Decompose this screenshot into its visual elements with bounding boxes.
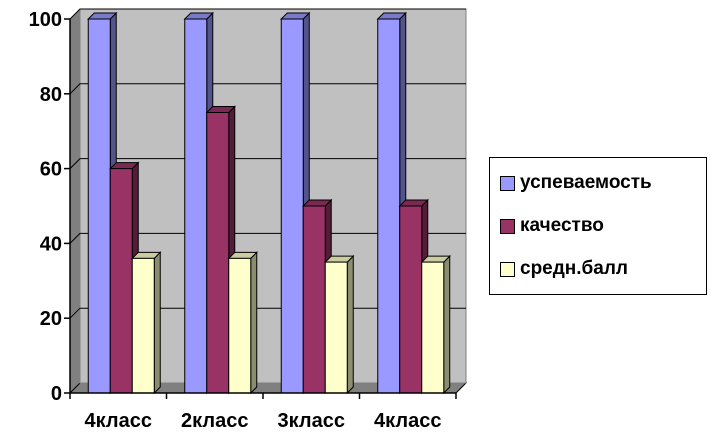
legend-label-sredn-ball: средн.балл — [520, 258, 628, 279]
x-category-label: 3класс — [278, 410, 345, 432]
gridline — [69, 83, 466, 95]
bar-front — [131, 257, 155, 394]
legend: успеваемость качество средн.балл — [489, 157, 707, 295]
x-category-label: 2класс — [181, 410, 248, 432]
bar — [131, 251, 162, 395]
gridline — [69, 232, 466, 244]
legend-item-sredn-ball: средн.балл — [500, 258, 628, 280]
y-tick-label: 80 — [40, 84, 62, 106]
y-tick-label: 20 — [40, 308, 62, 330]
gridlines — [69, 8, 466, 319]
bar-front — [324, 261, 348, 394]
bars — [87, 11, 451, 395]
bar-side — [153, 251, 161, 395]
bar — [227, 251, 258, 395]
side-wall — [70, 9, 80, 393]
bar — [324, 254, 355, 395]
axes — [64, 18, 457, 399]
y-tick-label: 60 — [40, 159, 62, 181]
y-tick-label: 40 — [40, 233, 62, 255]
legend-swatch-uspevaemost — [500, 175, 515, 191]
gridline — [69, 158, 466, 169]
bar-front — [302, 205, 326, 394]
x-category-label: 4класс — [85, 410, 152, 432]
bar-front — [228, 257, 252, 394]
legend-swatch-kachestvo — [500, 218, 515, 234]
y-tick-label: 100 — [29, 9, 62, 31]
bar-front — [184, 18, 208, 394]
bar-front — [421, 261, 445, 394]
bar-front — [87, 18, 111, 394]
legend-label-uspevaemost: успеваемость — [520, 172, 652, 193]
axis-labels: 0 20 40 60 80 100 4класс 2класс 3класс 4класс — [29, 9, 442, 432]
bar-front — [399, 205, 423, 394]
bar-front — [280, 18, 304, 394]
legend-label-kachestvo: качество — [520, 215, 604, 236]
bar-side — [346, 254, 354, 395]
bar-front — [109, 168, 133, 394]
bar-front — [206, 112, 230, 394]
x-category-label: 4класс — [374, 410, 441, 432]
bar-side — [443, 254, 451, 395]
legend-item-kachestvo: качество — [500, 215, 604, 237]
y-tick-label: 0 — [51, 383, 62, 405]
legend-item-uspevaemost: успеваемость — [500, 172, 652, 194]
gridline — [69, 8, 466, 20]
bar-front — [377, 18, 401, 394]
bar — [420, 254, 451, 395]
bar-side — [250, 251, 258, 395]
legend-swatch-sredn-ball — [500, 261, 515, 277]
